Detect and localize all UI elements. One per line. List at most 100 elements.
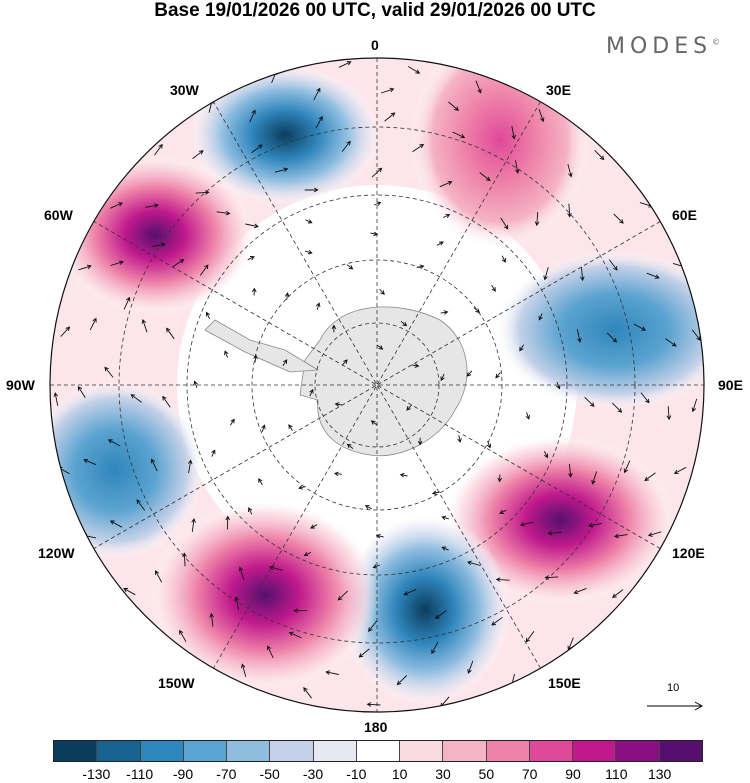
wind-vector-arrow — [584, 396, 595, 407]
wind-vector-arrow — [315, 302, 321, 311]
wind-vector-arrow — [567, 203, 572, 218]
colorbar-swatch — [659, 741, 702, 761]
wind-vector-arrow — [452, 131, 466, 139]
wind-vector-arrow — [310, 524, 318, 529]
colorbar-swatch — [573, 741, 617, 761]
wind-vector-arrow — [440, 310, 449, 315]
wind-vector-arrow — [534, 212, 540, 227]
wind-vector-arrow — [341, 140, 351, 152]
wind-vector-arrow — [53, 392, 59, 406]
wind-vector-arrow — [368, 620, 378, 632]
wind-vector-arrow — [573, 587, 587, 595]
wind-vector-arrow — [538, 108, 545, 123]
wind-vector-arrow — [234, 596, 240, 610]
wind-vector-arrow — [499, 509, 507, 514]
colorbar-swatch — [356, 741, 401, 761]
wind-vector-arrow — [155, 570, 163, 583]
wind-vector-arrow — [370, 420, 378, 426]
wind-vector-arrow — [591, 471, 598, 485]
lon-label-120e: 120E — [672, 545, 705, 561]
map-boundary — [49, 57, 705, 713]
wind-vector-arrow — [187, 459, 193, 474]
wind-vector-arrow — [441, 546, 449, 551]
lon-label-90e: 90E — [718, 377, 743, 393]
wind-vector-arrow — [258, 478, 263, 486]
colorbar-swatch — [97, 741, 141, 761]
wind-vector-arrow — [399, 472, 408, 478]
colorbar-swatch — [313, 741, 357, 761]
colorbar-swatch — [486, 741, 530, 761]
colorbar — [53, 740, 703, 762]
wind-vector-arrow — [109, 520, 123, 528]
wind-vector-arrow — [691, 398, 698, 413]
wind-vector-arrow — [282, 359, 288, 367]
wind-vector-arrow — [431, 490, 440, 496]
colorbar-tick-label: 90 — [565, 766, 581, 782]
wind-vector-arrow — [305, 219, 313, 224]
wind-vector-arrow — [288, 424, 293, 432]
anomaly-center-60w — [55, 155, 255, 315]
colorbar-tick-label: 110 — [605, 766, 628, 782]
wind-vector-arrow — [304, 249, 313, 255]
wind-vector-arrow — [514, 160, 520, 174]
wind-vector-arrow — [525, 631, 535, 643]
wind-vector-arrow — [337, 590, 349, 601]
lon-label-150e: 150E — [548, 675, 581, 691]
wind-vector-arrow — [89, 317, 97, 331]
wind-vector-arrow — [376, 344, 384, 350]
wind-vector-arrow — [261, 424, 266, 432]
wind-vector-arrow — [556, 381, 561, 390]
reference-arrow-icon — [647, 701, 704, 711]
colorbar-tick-label: -110 — [126, 766, 154, 782]
lon-label-90w: 90W — [6, 377, 35, 393]
wind-vector-arrow — [110, 202, 123, 209]
wind-vector-arrow — [384, 112, 396, 122]
wind-vector-arrow — [467, 560, 481, 566]
wind-vector-arrow — [123, 296, 131, 310]
wind-vector-arrow — [538, 313, 543, 321]
wind-vector-arrow — [435, 610, 447, 619]
wind-vector-arrow — [372, 564, 381, 569]
wind-vector-arrow — [303, 687, 312, 699]
wind-vector-arrow — [576, 329, 582, 343]
wind-vector-arrow — [338, 61, 352, 68]
wind-vector-arrow — [284, 292, 290, 301]
wind-vector-arrow — [78, 264, 92, 271]
wind-vector-arrow — [441, 515, 450, 521]
wind-vector-arrow — [647, 531, 662, 537]
wind-vector-arrow — [646, 272, 660, 279]
wind-vector-arrow — [154, 143, 163, 156]
wind-vector-arrow — [145, 203, 160, 208]
reference-vector: 10 — [645, 682, 705, 712]
colorbar-tick-label: -30 — [302, 766, 324, 782]
wind-vector-arrow — [500, 217, 509, 230]
wind-vector-arrow — [495, 372, 501, 379]
wind-vector-arrow — [467, 660, 474, 674]
wind-vector-arrow — [443, 213, 451, 219]
wind-vector-arrow — [205, 311, 211, 319]
wind-vector-arrow — [568, 463, 573, 478]
lon-label-120w: 120W — [38, 545, 75, 561]
wind-vector-arrow — [274, 167, 289, 173]
wind-vector-arrow — [436, 241, 444, 246]
wind-vector-arrow — [238, 566, 245, 580]
wind-vector-arrow — [644, 472, 656, 482]
wind-vector-arrow — [247, 256, 255, 261]
wind-vector-arrow — [313, 87, 321, 101]
wind-vector-arrow — [245, 223, 259, 229]
wind-vector-arrow — [230, 418, 235, 426]
wind-vector-arrow — [606, 332, 618, 343]
wind-vector-arrow — [211, 449, 216, 457]
antarctica-landmass — [299, 306, 468, 457]
wind-vector-arrow — [613, 533, 628, 539]
graticule — [50, 58, 704, 712]
wind-vector-arrow — [407, 66, 421, 74]
wind-vector-arrow — [400, 321, 408, 327]
wind-vector-arrow — [240, 663, 247, 677]
wind-vector-arrow — [567, 163, 573, 178]
anomaly-center-150w — [150, 500, 380, 690]
wind-vector-arrow — [608, 259, 618, 271]
wind-vector-arrow — [334, 402, 343, 407]
wind-vector-arrow — [473, 307, 481, 313]
